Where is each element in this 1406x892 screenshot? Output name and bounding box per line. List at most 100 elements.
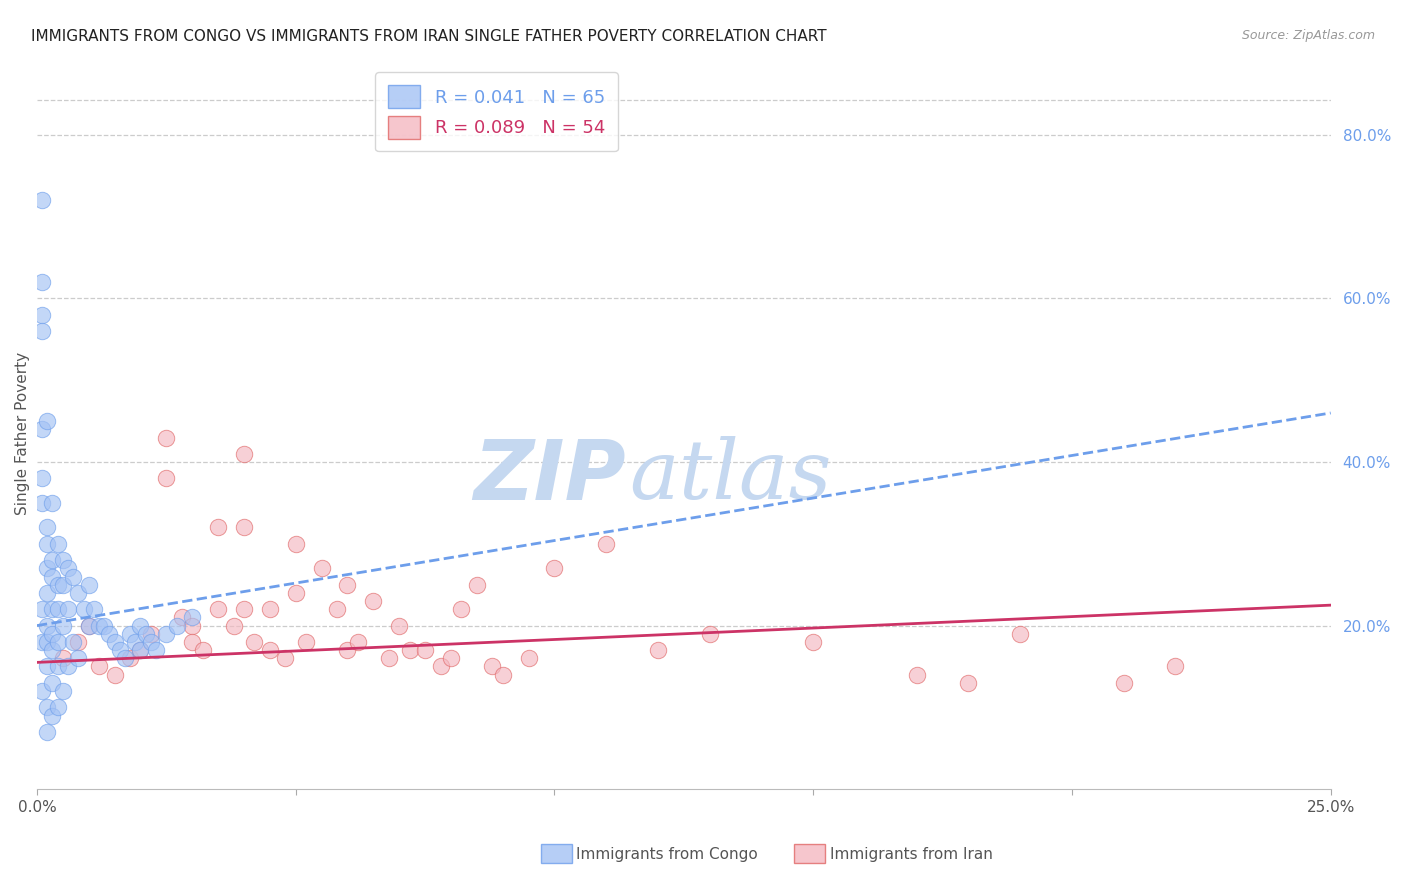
- Point: [905, 667, 928, 681]
- Point: [31, 635, 53, 649]
- Point: [77, 577, 100, 591]
- Point: [124, 635, 146, 649]
- Point: [62, 569, 84, 583]
- Point: [170, 610, 193, 624]
- Point: [87, 659, 110, 673]
- Point: [233, 520, 256, 534]
- Point: [336, 577, 359, 591]
- Point: [37, 725, 59, 739]
- Point: [56, 602, 79, 616]
- Point: [120, 651, 142, 665]
- Point: [46, 577, 69, 591]
- Point: [52, 651, 75, 665]
- Point: [647, 643, 669, 657]
- Point: [46, 602, 69, 616]
- Point: [87, 618, 110, 632]
- Point: [517, 651, 540, 665]
- Point: [429, 659, 451, 673]
- Point: [243, 635, 266, 649]
- Point: [326, 602, 349, 616]
- Point: [46, 700, 69, 714]
- Point: [284, 586, 307, 600]
- Point: [37, 700, 59, 714]
- Point: [37, 414, 59, 428]
- Point: [56, 659, 79, 673]
- Point: [311, 561, 333, 575]
- Point: [46, 635, 69, 649]
- Point: [274, 651, 297, 665]
- Point: [103, 667, 125, 681]
- Point: [181, 635, 204, 649]
- Point: [37, 561, 59, 575]
- Point: [31, 275, 53, 289]
- Y-axis label: Single Father Poverty: Single Father Poverty: [15, 351, 30, 515]
- Point: [93, 618, 115, 632]
- Point: [83, 602, 105, 616]
- Point: [440, 651, 463, 665]
- Point: [233, 447, 256, 461]
- Point: [336, 643, 359, 657]
- Text: Source: ZipAtlas.com: Source: ZipAtlas.com: [1241, 29, 1375, 42]
- Point: [363, 594, 385, 608]
- Point: [413, 643, 436, 657]
- Point: [52, 684, 75, 698]
- Point: [52, 553, 75, 567]
- Point: [31, 194, 53, 208]
- Point: [41, 708, 63, 723]
- Point: [37, 659, 59, 673]
- Point: [1112, 676, 1135, 690]
- Point: [378, 651, 401, 665]
- Point: [103, 635, 125, 649]
- Point: [259, 602, 281, 616]
- Point: [129, 618, 152, 632]
- Point: [135, 627, 157, 641]
- Point: [52, 618, 75, 632]
- Point: [155, 627, 177, 641]
- Point: [67, 635, 90, 649]
- Point: [77, 618, 100, 632]
- Point: [120, 627, 142, 641]
- Point: [259, 643, 281, 657]
- Point: [41, 602, 63, 616]
- Point: [233, 602, 256, 616]
- Text: atlas: atlas: [630, 436, 832, 516]
- Point: [284, 537, 307, 551]
- Point: [139, 627, 162, 641]
- Point: [207, 602, 229, 616]
- Point: [46, 659, 69, 673]
- Point: [46, 537, 69, 551]
- Point: [31, 471, 53, 485]
- Point: [108, 643, 131, 657]
- Point: [492, 667, 515, 681]
- Point: [31, 308, 53, 322]
- Point: [129, 643, 152, 657]
- Point: [957, 676, 980, 690]
- Point: [114, 651, 136, 665]
- Point: [388, 618, 411, 632]
- Point: [166, 618, 188, 632]
- Point: [62, 635, 84, 649]
- Point: [145, 643, 167, 657]
- Point: [207, 520, 229, 534]
- Point: [450, 602, 472, 616]
- Point: [801, 635, 824, 649]
- Point: [56, 561, 79, 575]
- Point: [139, 635, 162, 649]
- Point: [41, 627, 63, 641]
- Point: [31, 602, 53, 616]
- Text: Immigrants from Iran: Immigrants from Iran: [830, 847, 993, 862]
- Point: [295, 635, 318, 649]
- Point: [67, 651, 90, 665]
- Point: [465, 577, 488, 591]
- Point: [37, 618, 59, 632]
- Point: [37, 537, 59, 551]
- Point: [1010, 627, 1032, 641]
- Point: [77, 618, 100, 632]
- Point: [41, 496, 63, 510]
- Text: IMMIGRANTS FROM CONGO VS IMMIGRANTS FROM IRAN SINGLE FATHER POVERTY CORRELATION : IMMIGRANTS FROM CONGO VS IMMIGRANTS FROM…: [31, 29, 827, 44]
- Point: [543, 561, 565, 575]
- Point: [41, 643, 63, 657]
- Point: [31, 684, 53, 698]
- Point: [699, 627, 721, 641]
- Point: [481, 659, 503, 673]
